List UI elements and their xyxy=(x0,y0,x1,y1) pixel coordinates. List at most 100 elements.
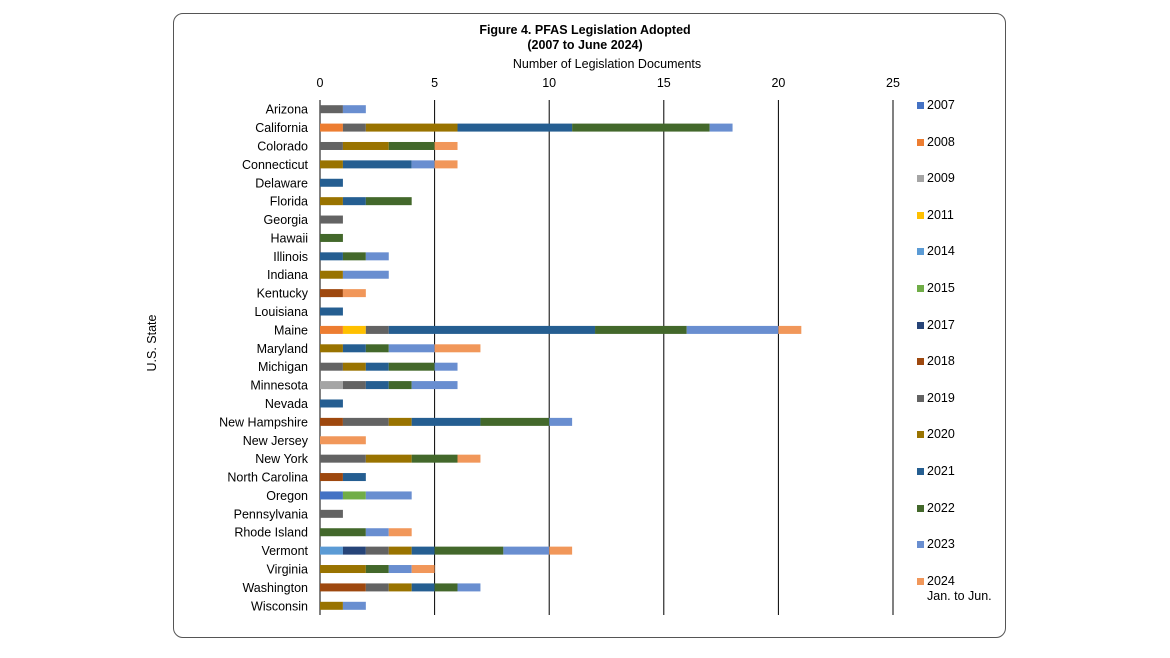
bar-segment-2022 xyxy=(320,233,343,242)
legend-label: 2014 xyxy=(927,244,955,259)
bar-segment-2023 xyxy=(686,325,779,334)
bar-segment-2022 xyxy=(434,583,458,592)
bar-segment-2019 xyxy=(365,546,389,555)
bar-segment-2022 xyxy=(365,344,389,353)
bar-segment-2024 xyxy=(434,344,481,353)
bar-segment-2023 xyxy=(709,123,733,132)
category-label: Washington xyxy=(242,581,308,595)
bar-segment-2019 xyxy=(365,325,389,334)
chart-subtitle: (2007 to June 2024) xyxy=(527,38,643,52)
legend-label: 2024 Jan. to Jun. xyxy=(927,574,992,604)
bar-segment-2023 xyxy=(342,601,366,610)
legend-swatch xyxy=(917,577,924,585)
bar-segment-2022 xyxy=(320,528,366,537)
bar-segment-2024 xyxy=(388,528,412,537)
bar-segment-2020 xyxy=(320,344,343,353)
legend-label-name: 2021 xyxy=(927,464,955,478)
x-tick-label: 20 xyxy=(771,76,785,90)
legend-label: 2007 xyxy=(927,98,955,113)
bar-segment-2022 xyxy=(342,252,366,261)
bar-segment-2023 xyxy=(503,546,550,555)
chart-title: Figure 4. PFAS Legislation Adopted xyxy=(479,23,691,37)
legend-swatch xyxy=(917,504,924,512)
bar-segment-2023 xyxy=(411,160,435,169)
x-tick-label: 0 xyxy=(317,76,324,90)
category-label: Kentucky xyxy=(257,287,309,301)
bar-segment-2023 xyxy=(342,270,389,279)
category-label: Colorado xyxy=(257,139,308,153)
bar-segment-2024 xyxy=(320,436,366,445)
bar-segment-2019 xyxy=(342,381,366,390)
bar-segment-2019 xyxy=(320,509,343,518)
category-label: North Carolina xyxy=(227,471,308,485)
bar-segment-2020 xyxy=(320,160,343,169)
bar-segment-2021 xyxy=(457,123,573,132)
legend-label-name: 2020 xyxy=(927,427,955,442)
bar-segment-2022 xyxy=(595,325,687,334)
legend-swatch xyxy=(917,541,924,549)
legend-label: 2009 xyxy=(927,171,955,186)
category-label: Arizona xyxy=(266,103,308,117)
bar-segment-2020 xyxy=(342,362,366,371)
category-label: Oregon xyxy=(266,489,308,503)
bar-segment-2023 xyxy=(388,344,435,353)
legend-label: 2015 xyxy=(927,281,955,296)
bar-segment-2024 xyxy=(457,454,481,463)
bar-segment-2018 xyxy=(320,473,343,482)
legend-label: 2020 xyxy=(927,427,955,442)
category-label: Louisiana xyxy=(254,305,308,319)
bar-segment-2020 xyxy=(388,583,412,592)
category-label: Minnesota xyxy=(250,379,308,393)
x-tick-label: 15 xyxy=(657,76,671,90)
legend-label-name: 2011 xyxy=(927,207,954,222)
legend-label-name: 2018 xyxy=(927,354,955,369)
bar-segment-2022 xyxy=(572,123,710,132)
legend-label-name: 2015 xyxy=(927,281,955,295)
bar-segment-2021 xyxy=(365,381,389,390)
bar-segment-2020 xyxy=(320,270,343,279)
gridlines xyxy=(319,100,894,615)
legend-swatch xyxy=(917,211,924,219)
bar-segment-2019 xyxy=(320,362,343,371)
bar-segment-2015 xyxy=(342,491,366,500)
bar-segment-2019 xyxy=(320,105,343,114)
legend-swatch xyxy=(917,175,924,183)
bar-segment-2009 xyxy=(320,381,343,390)
category-label: Illinois xyxy=(273,250,308,264)
bar-segment-2021 xyxy=(388,325,596,334)
bar-segment-2020 xyxy=(320,197,343,206)
bar-segment-2019 xyxy=(320,454,366,463)
bar-segment-2024 xyxy=(411,565,435,574)
bar-segment-2021 xyxy=(320,178,343,187)
bar-segment-2019 xyxy=(320,141,343,150)
category-label: Virginia xyxy=(267,563,309,577)
category-label: Florida xyxy=(270,195,308,209)
bar-segment-2023 xyxy=(388,565,412,574)
bar-segment-2023 xyxy=(434,362,458,371)
category-label: Indiana xyxy=(267,268,308,282)
x-tick-label: 25 xyxy=(886,76,900,90)
chart-frame xyxy=(173,13,1006,638)
legend-swatch xyxy=(917,102,924,109)
category-label: New Jersey xyxy=(243,434,309,448)
bar-segment-2021 xyxy=(365,362,389,371)
bar-segment-2020 xyxy=(320,601,343,610)
bar-segment-2022 xyxy=(434,546,504,555)
bar-segment-2018 xyxy=(320,417,343,426)
x-axis-label: Number of Legislation Documents xyxy=(512,57,702,71)
bar-segment-2021 xyxy=(342,473,366,482)
bar-segment-2024 xyxy=(342,289,366,298)
bar-segment-2021 xyxy=(320,307,343,316)
category-label: Wisconsin xyxy=(251,599,308,613)
legend-label: 2022 xyxy=(927,501,955,516)
category-label: New Hampshire xyxy=(219,415,308,429)
bar-segment-2022 xyxy=(388,362,435,371)
legend-swatch xyxy=(917,468,924,475)
bar-segment-2021 xyxy=(320,252,343,261)
bar-segment-2023 xyxy=(365,491,412,500)
category-label: Connecticut xyxy=(242,158,309,172)
category-label: Maryland xyxy=(257,342,308,356)
legend-label: 2008 xyxy=(927,135,955,150)
legend-swatch xyxy=(917,248,924,256)
